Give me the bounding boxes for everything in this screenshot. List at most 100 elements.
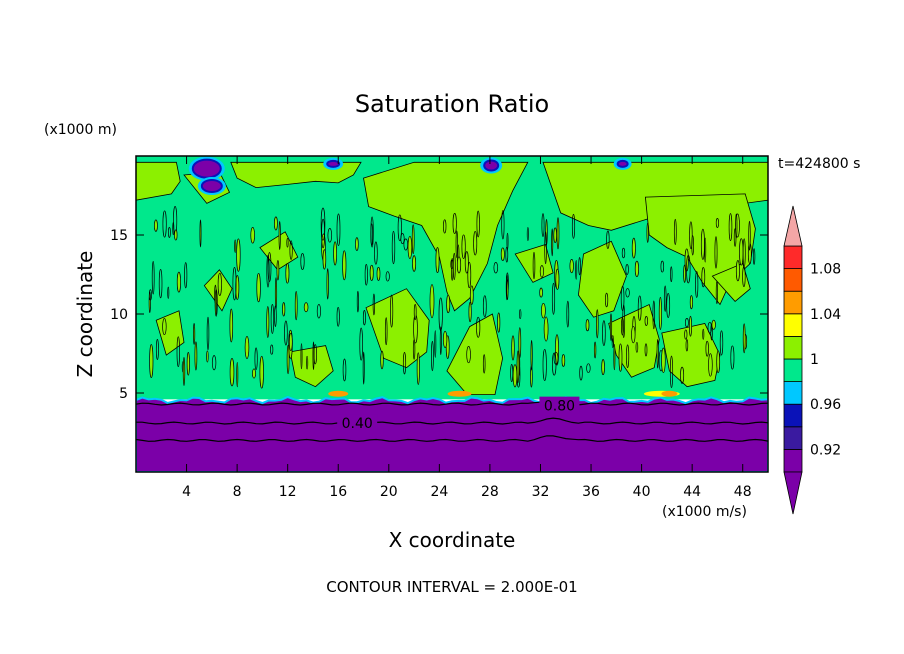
contour-streak	[625, 264, 629, 275]
contour-streak	[438, 297, 443, 331]
contour-streak	[702, 328, 705, 340]
contour-label-bg	[337, 414, 378, 431]
colorbar-under-arrow	[783, 471, 803, 515]
contour-streak	[635, 341, 639, 353]
contour-streak	[289, 240, 293, 260]
contour-streak	[217, 272, 222, 296]
dry-patch	[200, 179, 223, 194]
contour-streak	[661, 347, 666, 373]
x-tick-label: 4	[182, 484, 191, 500]
colorbar: 0.92 0.96 1 1.04 1.08	[783, 205, 841, 515]
contour-streak	[578, 257, 581, 276]
contour-streak	[274, 216, 278, 231]
x-tick-label: 16	[329, 484, 347, 500]
contour-streak	[609, 313, 613, 341]
x-tick-label: 40	[633, 484, 651, 500]
contour-streak	[561, 354, 566, 367]
contour-streak	[274, 305, 277, 327]
contour-streak	[362, 310, 366, 326]
contour-streak	[506, 279, 509, 300]
contour-streak	[666, 293, 671, 318]
contour-streak	[229, 358, 235, 387]
contour-streak	[539, 287, 543, 298]
contour-streak	[276, 260, 280, 281]
y-tick-label: 5	[119, 386, 128, 402]
contour-streak	[685, 318, 689, 328]
contour-streak	[555, 268, 560, 290]
contour-streak	[412, 255, 417, 272]
contour-streak	[469, 285, 474, 305]
colorbar-swatch	[783, 426, 803, 450]
contour-streak	[705, 340, 709, 357]
contour-streak	[193, 322, 196, 345]
colorbar-swatch	[783, 335, 803, 360]
contour-streak	[501, 210, 505, 240]
contour-streak	[300, 343, 303, 370]
x-tick-label: 20	[380, 484, 398, 500]
contour-streak	[362, 351, 365, 385]
contour-streak	[446, 294, 451, 314]
saturated-region	[136, 161, 181, 201]
y-tick-label: 10	[110, 307, 128, 323]
contour-streak	[684, 329, 688, 340]
contour-streak	[416, 352, 420, 385]
contour-streak	[493, 262, 499, 274]
contour-streak	[663, 285, 667, 312]
contour-streak	[579, 365, 583, 381]
colorbar-swatch	[783, 448, 803, 473]
contour-streak	[512, 364, 518, 388]
contour-streak	[543, 316, 549, 342]
contour-streak	[593, 341, 597, 359]
contour-streak	[306, 355, 309, 370]
contour-streak	[294, 290, 298, 321]
colorbar-tick-label: 1	[810, 352, 819, 368]
x-unit-label: (x1000 m/s)	[662, 504, 747, 520]
colorbar-swatch	[783, 403, 803, 428]
contour-streak	[259, 355, 264, 389]
contour-streak	[711, 319, 716, 330]
contour-streak	[707, 321, 712, 334]
contour-streak	[162, 210, 167, 238]
contour-streak	[267, 252, 272, 282]
saturated-region	[577, 240, 627, 318]
contour-streak	[716, 350, 721, 374]
contour-streak	[708, 353, 713, 377]
contour-streak	[443, 219, 447, 234]
contour-streak	[658, 296, 662, 330]
contour-streak	[303, 302, 309, 313]
colorbar-swatch	[783, 245, 803, 270]
contour-streak	[553, 227, 557, 244]
contour-label: 0.80	[544, 399, 575, 415]
contour-streak	[618, 343, 623, 372]
contour-streak	[270, 303, 275, 334]
contour-streak	[413, 304, 417, 320]
contour-streak	[184, 262, 188, 289]
contour-label: 0.40	[342, 416, 373, 432]
contour-streak	[369, 264, 374, 281]
contour-streak	[742, 266, 746, 287]
contour-streak	[605, 292, 609, 308]
contour-streak	[660, 260, 665, 273]
contour-streak	[715, 218, 719, 228]
contour-streak	[167, 286, 170, 299]
contour-streak	[669, 355, 674, 389]
contour-streak	[252, 368, 256, 379]
contour-streak	[626, 344, 630, 368]
supersaturated-patch	[328, 390, 349, 397]
contour-streak	[552, 352, 557, 376]
contour-streak	[631, 237, 636, 259]
contour-streak	[670, 266, 673, 283]
dry-patch	[616, 159, 629, 168]
colorbar-tick-label: 0.96	[810, 397, 841, 413]
contour-streak	[278, 221, 281, 250]
contour-streak	[575, 260, 578, 280]
contour-streak	[585, 319, 590, 332]
contour-streak	[151, 260, 155, 295]
contour-streak	[162, 318, 167, 336]
contour-streak	[250, 227, 255, 244]
contour-streak	[456, 256, 462, 274]
contour-streak	[551, 282, 556, 315]
contour-streak	[429, 284, 435, 319]
contour-streak	[644, 316, 648, 326]
